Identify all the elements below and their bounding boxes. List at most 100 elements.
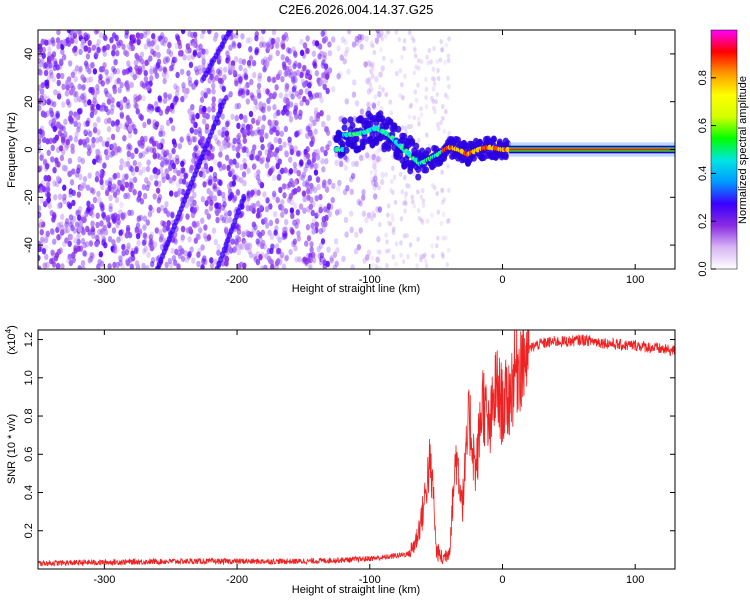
noise-speckle bbox=[262, 59, 267, 66]
noise-speckle bbox=[444, 235, 448, 241]
noise-speckle bbox=[138, 152, 143, 159]
noise-speckle bbox=[56, 222, 62, 229]
noise-speckle bbox=[136, 39, 141, 46]
noise-speckle bbox=[72, 30, 78, 36]
noise-speckle bbox=[188, 80, 193, 87]
noise-speckle bbox=[44, 253, 49, 261]
noise-speckle bbox=[288, 193, 294, 200]
noise-speckle bbox=[371, 102, 377, 109]
noise-speckle bbox=[39, 88, 45, 95]
noise-speckle bbox=[262, 66, 267, 73]
noise-speckle bbox=[292, 161, 298, 169]
noise-speckle bbox=[67, 33, 73, 40]
noise-speckle bbox=[393, 199, 398, 205]
noise-speckle bbox=[296, 230, 301, 237]
noise-speckle bbox=[66, 30, 72, 34]
noise-speckle bbox=[440, 47, 444, 53]
noise-speckle bbox=[269, 151, 274, 158]
noise-speckle bbox=[123, 49, 128, 56]
noise-speckle bbox=[88, 240, 94, 247]
noise-speckle bbox=[211, 176, 216, 184]
noise-speckle bbox=[95, 154, 100, 161]
noise-speckle bbox=[293, 105, 298, 112]
noise-speckle bbox=[373, 168, 378, 174]
noise-speckle bbox=[326, 203, 332, 210]
noise-speckle bbox=[283, 232, 288, 240]
noise-speckle bbox=[241, 58, 247, 66]
noise-speckle bbox=[134, 102, 139, 110]
noise-speckle bbox=[277, 137, 283, 145]
noise-speckle bbox=[317, 43, 323, 50]
noise-speckle bbox=[235, 175, 241, 182]
noise-speckle bbox=[351, 91, 357, 98]
noise-speckle bbox=[314, 195, 320, 202]
noise-speckle bbox=[270, 38, 275, 45]
noise-speckle bbox=[307, 90, 313, 98]
noise-speckle bbox=[309, 182, 314, 190]
noise-speckle bbox=[95, 103, 101, 111]
noise-speckle bbox=[154, 180, 159, 187]
noise-speckle bbox=[256, 240, 261, 247]
noise-speckle bbox=[241, 171, 247, 178]
noise-speckle bbox=[227, 195, 233, 202]
noise-speckle bbox=[124, 181, 129, 188]
noise-speckle bbox=[319, 79, 324, 86]
noise-speckle bbox=[129, 165, 134, 173]
noise-speckle bbox=[267, 229, 272, 236]
noise-speckle bbox=[274, 120, 279, 127]
noise-speckle bbox=[202, 232, 208, 239]
noise-speckle bbox=[327, 41, 332, 48]
noise-speckle bbox=[65, 98, 71, 106]
noise-speckle bbox=[253, 95, 258, 102]
noise-speckle bbox=[375, 155, 381, 163]
noise-speckle bbox=[65, 138, 70, 146]
noise-speckle bbox=[234, 80, 239, 87]
noise-speckle bbox=[76, 214, 82, 221]
signal-speckle bbox=[490, 135, 497, 143]
noise-speckle bbox=[260, 156, 266, 163]
noise-speckle bbox=[74, 115, 79, 122]
noise-speckle bbox=[287, 136, 292, 143]
noise-speckle bbox=[208, 175, 213, 182]
noise-speckle bbox=[313, 162, 318, 170]
noise-speckle bbox=[126, 150, 132, 158]
noise-speckle bbox=[242, 179, 247, 187]
noise-speckle bbox=[55, 110, 60, 117]
noise-speckle bbox=[159, 124, 165, 132]
noise-speckle bbox=[315, 115, 320, 122]
noise-speckle bbox=[372, 104, 377, 111]
noise-speckle bbox=[215, 216, 220, 224]
spectrogram-x-tick-label: -100 bbox=[359, 274, 381, 286]
noise-speckle bbox=[302, 195, 307, 203]
noise-speckle bbox=[408, 103, 412, 110]
noise-speckle bbox=[146, 84, 151, 91]
noise-speckle bbox=[242, 162, 248, 170]
noise-speckle bbox=[249, 153, 254, 161]
noise-speckle bbox=[269, 247, 274, 255]
noise-speckle bbox=[109, 143, 114, 151]
noise-speckle bbox=[38, 57, 41, 64]
noise-speckle bbox=[288, 248, 293, 256]
noise-speckle bbox=[97, 157, 103, 164]
noise-speckle bbox=[76, 126, 81, 133]
noise-speckle bbox=[38, 221, 43, 229]
noise-speckle bbox=[384, 172, 388, 178]
noise-speckle bbox=[296, 169, 301, 177]
noise-speckle bbox=[282, 141, 287, 148]
noise-speckle bbox=[341, 255, 346, 263]
noise-speckle bbox=[68, 170, 73, 177]
noise-speckle bbox=[417, 121, 421, 127]
noise-speckle bbox=[50, 156, 55, 163]
noise-speckle bbox=[137, 228, 143, 235]
noise-speckle bbox=[256, 126, 261, 134]
noise-speckle bbox=[404, 201, 408, 207]
noise-speckle bbox=[364, 35, 369, 42]
noise-speckle bbox=[38, 147, 42, 154]
noise-speckle bbox=[391, 254, 396, 260]
noise-speckle bbox=[320, 238, 326, 245]
noise-speckle bbox=[96, 38, 101, 46]
noise-speckle bbox=[265, 60, 270, 68]
noise-speckle bbox=[446, 217, 451, 224]
noise-speckle bbox=[63, 118, 68, 126]
